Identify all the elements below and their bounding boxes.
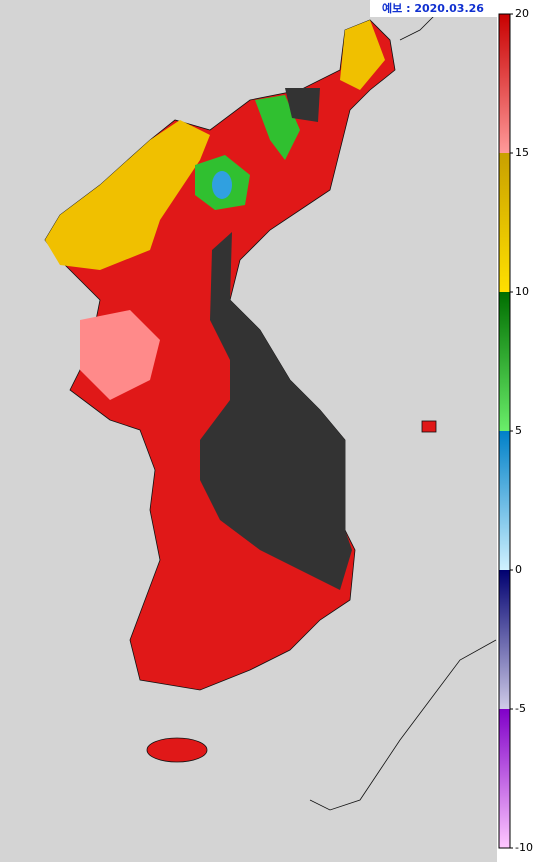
coast-japan xyxy=(309,639,497,811)
colorbar: 20 15 10 5 0 -5 -10 xyxy=(498,7,533,854)
jeju xyxy=(146,737,208,763)
tick-label: 5 xyxy=(515,424,522,437)
pink-area xyxy=(80,310,160,400)
land xyxy=(44,9,497,811)
cool-core xyxy=(212,171,232,199)
high-north xyxy=(285,88,320,122)
colorbar-segment xyxy=(499,709,510,848)
tick-label: 15 xyxy=(515,146,529,159)
tick-label: -5 xyxy=(515,702,526,715)
label-box xyxy=(370,0,497,17)
ulleung xyxy=(421,420,437,433)
high-south xyxy=(200,232,352,590)
warm-north xyxy=(45,120,210,270)
cool-north xyxy=(255,95,300,160)
tick-label: -10 xyxy=(515,841,533,854)
colorbar-segment xyxy=(499,570,510,709)
warm-northeast xyxy=(340,20,385,90)
colorbar-segment xyxy=(499,14,510,153)
tick-label: 10 xyxy=(515,285,529,298)
forecast-label: 예보 : 2020.03.26 xyxy=(382,1,484,15)
tick-label: 20 xyxy=(515,7,529,20)
colorbar-segment xyxy=(499,292,510,431)
tick-label: 0 xyxy=(515,563,522,576)
colorbar-segment xyxy=(499,153,510,292)
colorbar-segment xyxy=(499,431,510,570)
